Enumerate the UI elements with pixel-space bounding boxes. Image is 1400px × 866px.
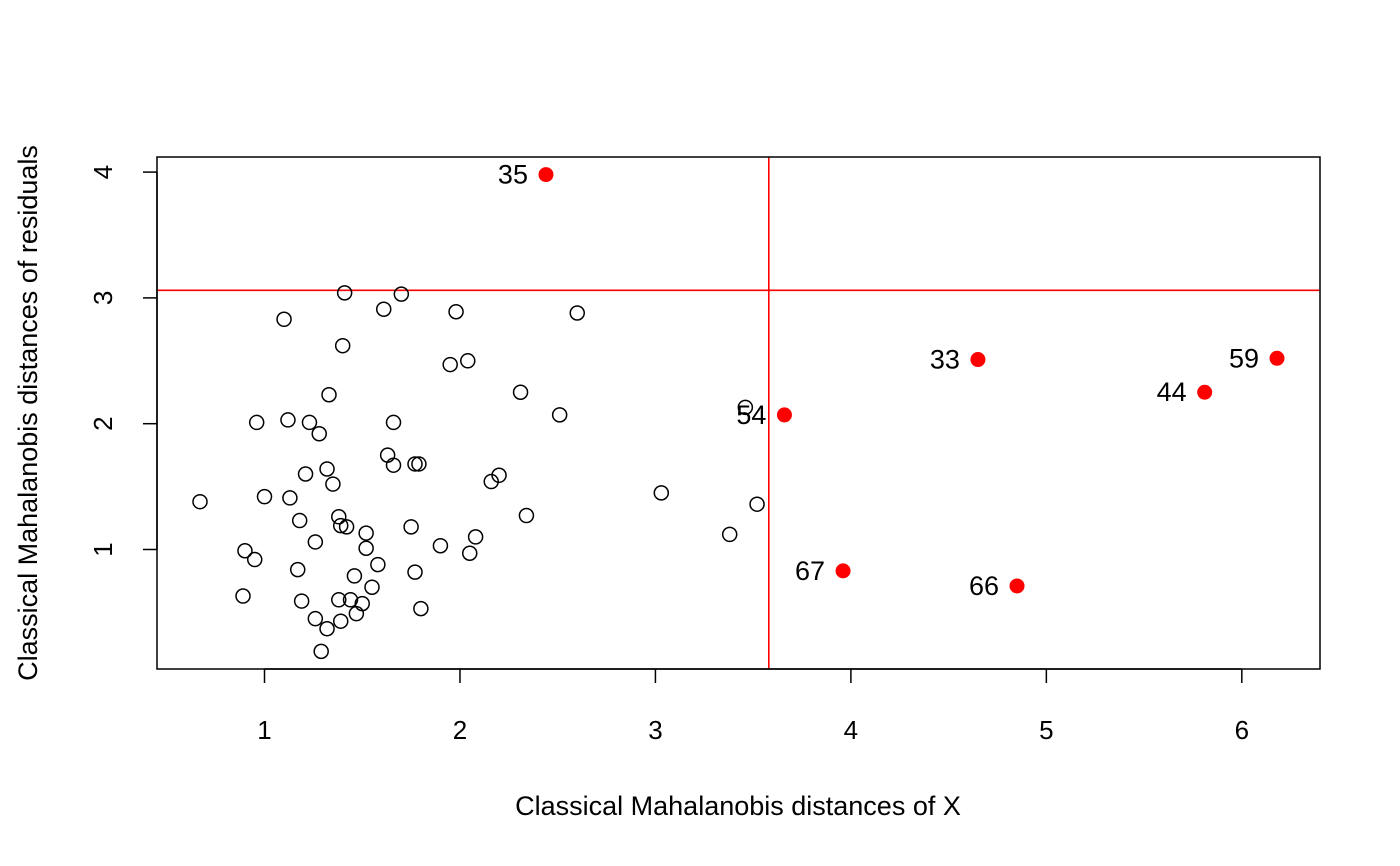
data-point (346, 568, 363, 584)
data-point (407, 564, 423, 580)
x-tick-label: 1 (257, 715, 271, 745)
outlier-label: 59 (1229, 343, 1259, 373)
data-point (336, 285, 353, 301)
data-point (358, 525, 374, 541)
data-point (276, 311, 292, 328)
data-point (653, 485, 670, 501)
data-point (319, 461, 335, 477)
data-point (319, 620, 335, 637)
data-point (364, 579, 380, 595)
y-tick-label: 2 (88, 416, 118, 430)
data-point (460, 353, 476, 369)
x-tick-label: 2 (453, 715, 467, 745)
data-point (385, 457, 402, 473)
outlier-point (835, 563, 851, 579)
outlier-point (538, 167, 554, 183)
data-point (358, 540, 374, 556)
outlier-label: 33 (930, 345, 960, 375)
outlier-label: 67 (795, 556, 825, 586)
data-point (334, 337, 351, 354)
data-point (291, 512, 308, 529)
data-point (491, 467, 507, 484)
data-point (569, 305, 585, 321)
plot-layer: 35 54 67 33 66 44 59 (157, 157, 1320, 669)
outlier-label: 54 (736, 400, 766, 430)
data-point (749, 496, 765, 512)
data-point (551, 407, 568, 423)
outlier-point (1009, 578, 1025, 594)
data-point (461, 545, 478, 562)
data-point (403, 519, 419, 535)
data-point (293, 593, 310, 609)
data-point (280, 412, 296, 428)
data-point (375, 301, 392, 317)
data-point (338, 519, 355, 535)
data-point (467, 529, 484, 545)
data-point (370, 556, 386, 573)
outlier-point (776, 407, 792, 423)
data-point (301, 414, 318, 431)
data-point (512, 384, 529, 400)
axis-layer: 1 2 3 4 5 6 1 2 3 4 (88, 165, 1249, 745)
data-point (321, 387, 337, 403)
data-point (248, 414, 265, 431)
data-point (289, 561, 306, 578)
data-point (385, 414, 402, 431)
data-point (332, 613, 349, 629)
data-point (407, 456, 423, 472)
y-tick-label: 1 (88, 542, 118, 556)
data-point (737, 399, 754, 416)
data-point (192, 493, 208, 510)
data-point (721, 526, 738, 543)
data-point (379, 447, 396, 463)
data-point (331, 509, 347, 525)
data-point (432, 537, 449, 554)
data-point (235, 588, 251, 604)
data-point (256, 488, 273, 505)
x-tick-label: 6 (1235, 715, 1249, 745)
data-point (413, 600, 429, 617)
data-point (442, 356, 458, 373)
outlier-point (970, 352, 986, 368)
data-point (325, 476, 341, 492)
outlier-label: 66 (969, 571, 999, 601)
data-point (354, 595, 370, 612)
data-point (411, 456, 427, 472)
data-point (332, 517, 349, 534)
y-axis-label: Classical Mahalanobis distances of resid… (13, 145, 43, 681)
data-point (311, 426, 327, 442)
data-point (331, 592, 347, 608)
y-tick-label: 3 (88, 291, 118, 305)
data-point (237, 542, 253, 559)
outlier-label: 44 (1157, 377, 1187, 407)
outlier-label: 35 (498, 160, 528, 190)
x-tick-label: 4 (844, 715, 858, 745)
data-point (282, 490, 298, 506)
data-point (448, 303, 464, 320)
x-tick-label: 5 (1039, 715, 1053, 745)
data-point (307, 534, 324, 550)
data-point (313, 643, 329, 660)
data-point (342, 592, 359, 608)
data-point (297, 466, 314, 482)
data-point (246, 551, 263, 568)
outlier-point (1269, 350, 1285, 366)
x-tick-label: 3 (648, 715, 662, 745)
x-axis-label: Classical Mahalanobis distances of X (515, 791, 961, 821)
data-point (307, 610, 324, 627)
y-tick-label: 4 (88, 165, 118, 179)
data-point (518, 507, 535, 524)
outlier-point (1197, 384, 1213, 400)
data-point (393, 286, 410, 302)
data-point (348, 605, 365, 622)
